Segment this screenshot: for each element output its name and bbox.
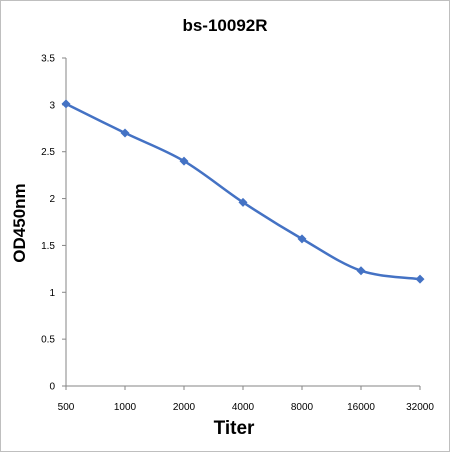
data-point-marker xyxy=(297,234,307,244)
axes xyxy=(62,57,421,390)
data-markers xyxy=(61,99,425,284)
x-tick-label: 32000 xyxy=(406,402,434,413)
x-tick-label: 16000 xyxy=(347,402,375,413)
y-tick-label: 3.5 xyxy=(41,54,55,65)
chart-title: bs-10092R xyxy=(182,16,267,35)
data-point-marker xyxy=(415,274,425,284)
y-axis-label: OD450nm xyxy=(10,183,29,262)
data-point-marker xyxy=(179,156,189,166)
y-tick-label: 1 xyxy=(49,288,55,299)
y-tick-label: 0.5 xyxy=(41,335,55,346)
x-tick-label: 2000 xyxy=(173,402,196,413)
x-tick-labels: 500 1000 2000 4000 8000 16000 32000 xyxy=(58,402,435,413)
y-tick-labels: 0 0.5 1 1.5 2 2.5 3 3.5 xyxy=(41,54,55,393)
y-tick-label: 3 xyxy=(49,100,55,111)
data-point-marker xyxy=(356,266,366,276)
x-tick-label: 1000 xyxy=(114,402,137,413)
series-line xyxy=(65,102,421,281)
x-tick-label: 500 xyxy=(58,402,75,413)
x-tick-label: 4000 xyxy=(232,402,255,413)
data-point-marker xyxy=(120,128,130,138)
x-tick-label: 8000 xyxy=(291,402,314,413)
y-tick-label: 0 xyxy=(49,382,55,393)
data-point-marker xyxy=(61,99,71,109)
y-tick-label: 1.5 xyxy=(41,241,55,252)
series-line-group xyxy=(65,102,421,281)
y-tick-label: 2.5 xyxy=(41,147,55,158)
y-tick-label: 2 xyxy=(49,194,55,205)
data-point-marker xyxy=(238,197,248,207)
x-axis-label: Titer xyxy=(214,418,255,439)
